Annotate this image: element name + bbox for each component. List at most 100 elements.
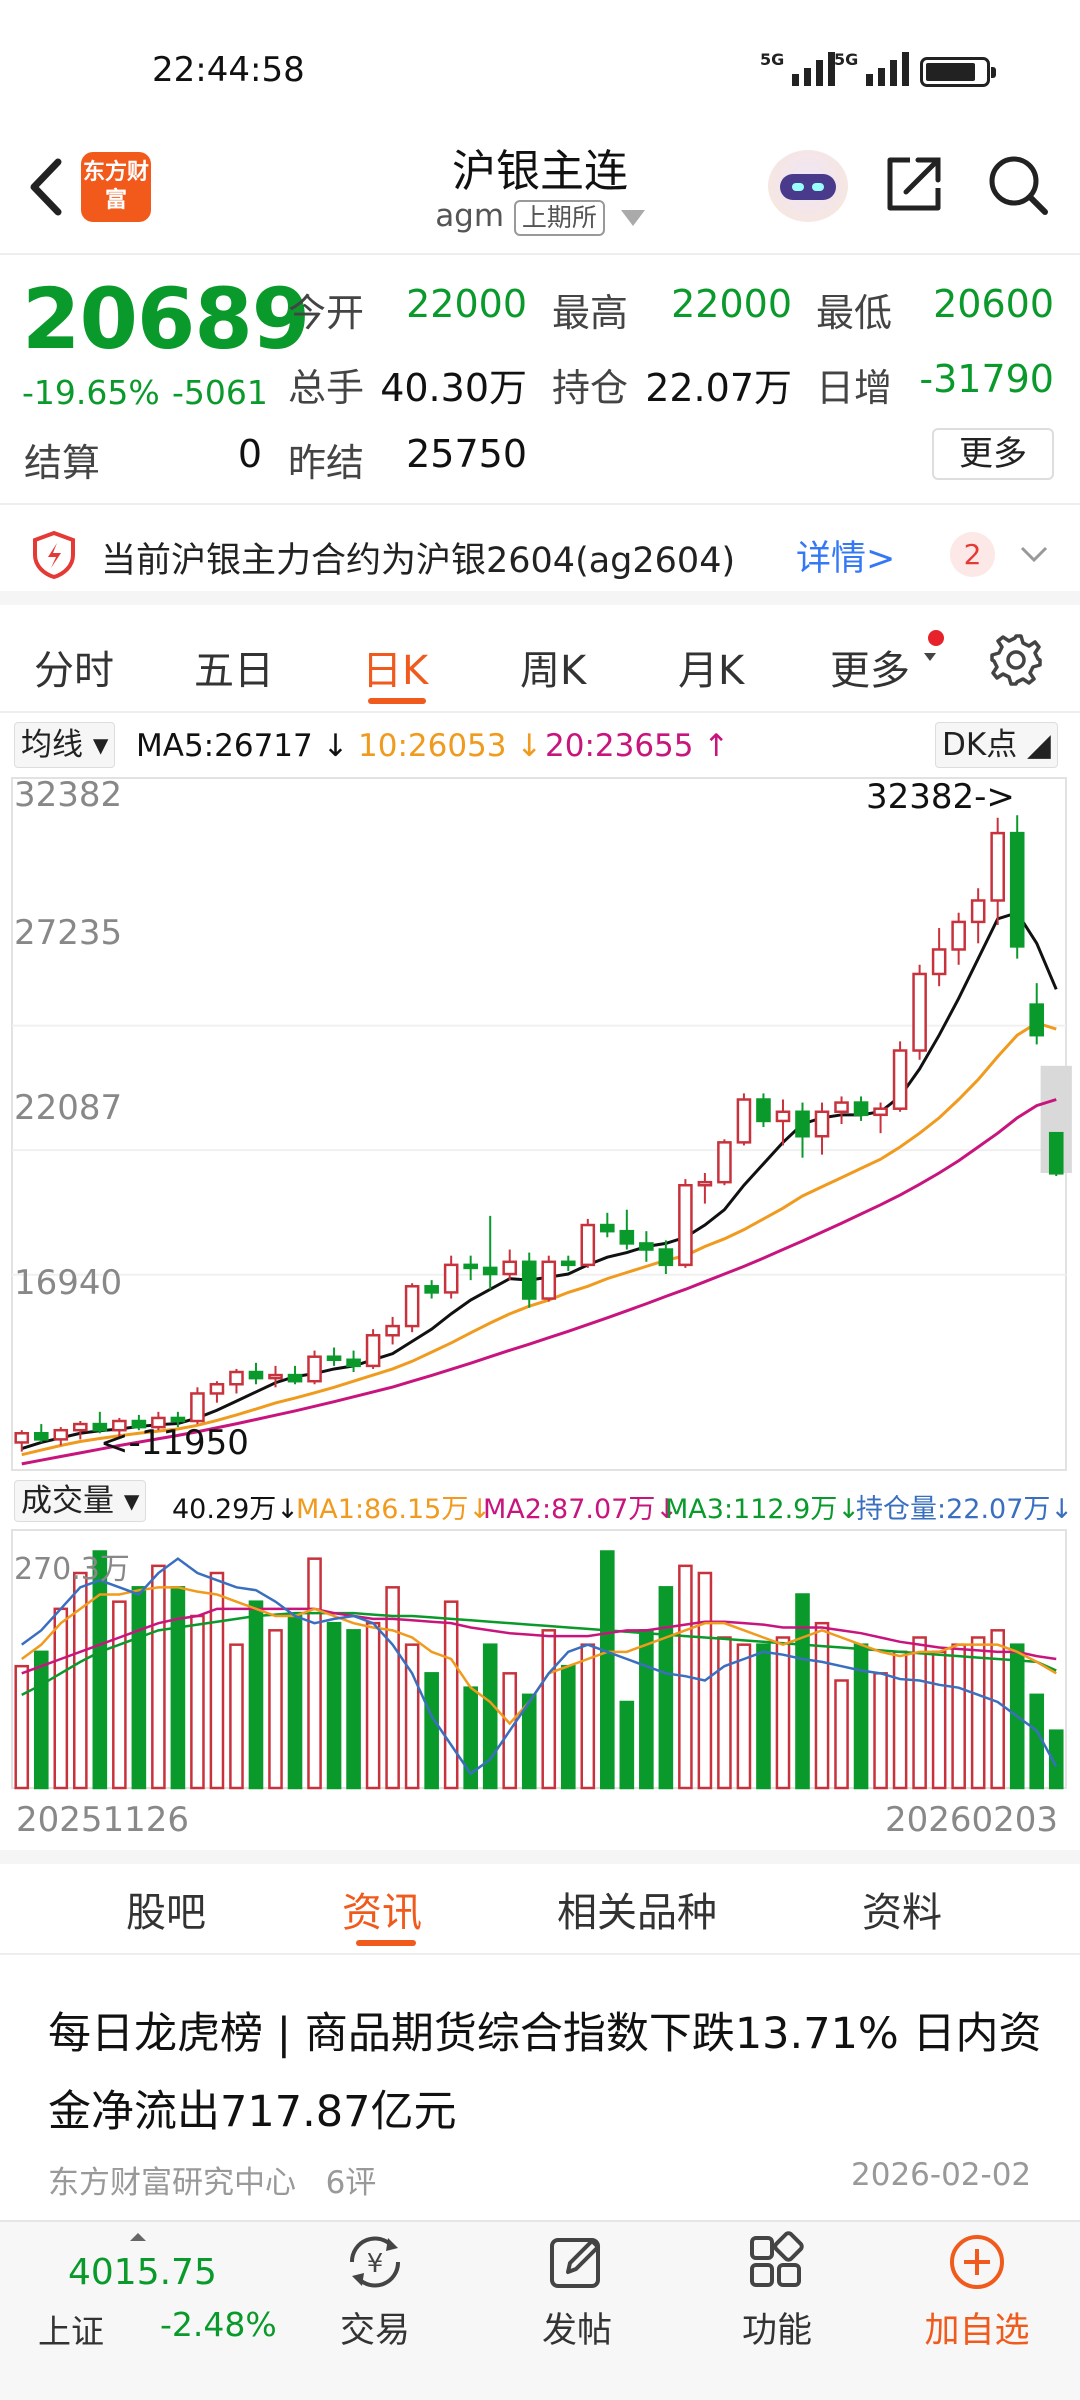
tab-forum[interactable]: 股吧 bbox=[126, 1890, 206, 1936]
post-edit-icon bbox=[550, 2238, 600, 2288]
volume-bar bbox=[131, 1586, 147, 1790]
volume-bar bbox=[873, 1672, 888, 1790]
nav-bar bbox=[0, 140, 1080, 255]
candle-body bbox=[912, 972, 927, 1052]
open-interest-line bbox=[21, 1557, 1058, 1776]
volume-value: 40.30万 bbox=[380, 366, 527, 410]
volume-bar bbox=[814, 1621, 830, 1790]
candle-body bbox=[834, 1101, 849, 1114]
notice-bar bbox=[0, 503, 1080, 605]
tab-five-day[interactable]: 五日 bbox=[194, 648, 274, 694]
tab-daily-k[interactable]: 日K bbox=[362, 648, 429, 694]
dk-point-button[interactable]: DK点 ◢ bbox=[935, 722, 1058, 768]
active-tab-indicator bbox=[368, 698, 426, 704]
candle-body bbox=[463, 1263, 478, 1270]
tab-monthly-k[interactable]: 月K bbox=[678, 648, 745, 694]
candle-body bbox=[1009, 831, 1025, 948]
end-date-label: 20260203 bbox=[885, 1800, 1059, 1840]
candle-body bbox=[658, 1248, 674, 1267]
open-label: 今开 bbox=[288, 291, 365, 335]
indicator-selector[interactable]: 均线 ▾ bbox=[14, 722, 116, 768]
candle-body bbox=[853, 1101, 869, 1117]
volume-indicator-selector[interactable]: 成交量 ▾ bbox=[14, 1480, 147, 1522]
active-tab-indicator bbox=[356, 1940, 416, 1946]
app-logo: 东方财富 bbox=[81, 152, 151, 222]
volume-bar bbox=[912, 1636, 927, 1790]
candle-body bbox=[775, 1110, 791, 1123]
notice-count-badge: 2 bbox=[950, 532, 995, 577]
candle-body bbox=[112, 1419, 127, 1432]
candle-body bbox=[560, 1260, 576, 1267]
candle-body bbox=[970, 899, 986, 924]
network-type-label: 5G bbox=[760, 50, 785, 69]
volume-bar bbox=[717, 1636, 732, 1790]
volume-bar bbox=[443, 1600, 459, 1790]
volume-bar bbox=[658, 1586, 674, 1790]
search-icon[interactable] bbox=[985, 152, 1051, 218]
tab-news[interactable]: 资讯 bbox=[342, 1890, 422, 1936]
settings-gear-icon[interactable] bbox=[988, 632, 1044, 688]
battery-icon bbox=[920, 57, 996, 87]
candle-body bbox=[404, 1285, 420, 1328]
volume-panel-frame bbox=[11, 1529, 1067, 1789]
new-indicator-dot bbox=[928, 630, 944, 646]
back-arrow-icon[interactable] bbox=[22, 152, 72, 222]
candle-body bbox=[287, 1373, 303, 1383]
candle-body bbox=[717, 1141, 732, 1184]
add-watchlist-button[interactable]: 加自选 bbox=[912, 2230, 1042, 2353]
oi-value: 22.07万 bbox=[645, 366, 792, 410]
ai-assistant-icon[interactable] bbox=[768, 150, 848, 222]
ma-lines bbox=[21, 910, 1058, 1466]
share-icon[interactable] bbox=[882, 150, 948, 216]
start-date-label: 20251126 bbox=[16, 1800, 190, 1840]
expand-up-icon[interactable] bbox=[128, 2230, 148, 2242]
candle-body bbox=[346, 1358, 361, 1368]
news-comments: 6评 bbox=[325, 2165, 377, 2201]
news-headline[interactable]: 每日龙虎榜 | 商品期货综合指数下跌13.71% 日内资金净流出717.87亿元 bbox=[48, 2009, 1042, 2137]
chevron-down-icon[interactable] bbox=[1018, 542, 1050, 566]
signal-icon: 5G bbox=[760, 50, 835, 86]
candle-body bbox=[814, 1110, 830, 1138]
more-quote-button[interactable]: 更多 bbox=[932, 428, 1054, 480]
index-value[interactable]: 4015.75 bbox=[68, 2252, 217, 2293]
contract-subtitle[interactable]: agm 上期所 bbox=[340, 198, 740, 236]
volume-bar bbox=[736, 1643, 752, 1790]
volume-bar bbox=[14, 1664, 30, 1790]
volume-bar bbox=[619, 1700, 635, 1790]
volume-bar bbox=[541, 1629, 557, 1790]
ma10-label: 10:26053 ↓ bbox=[358, 728, 543, 764]
volume-bar bbox=[53, 1607, 69, 1790]
open-value: 22000 bbox=[406, 282, 527, 326]
vol-ma3-line bbox=[21, 1611, 1057, 1696]
trade-label: 交易 bbox=[339, 2311, 410, 2351]
candle-body bbox=[209, 1383, 225, 1395]
trade-button[interactable]: ¥ 交易 bbox=[310, 2230, 440, 2353]
tab-weekly-k[interactable]: 周K bbox=[520, 648, 587, 694]
volume-bar bbox=[970, 1636, 986, 1790]
tab-more[interactable]: 更多 bbox=[830, 648, 910, 694]
volume-bar bbox=[424, 1672, 439, 1790]
functions-label: 功能 bbox=[741, 2311, 812, 2351]
candle-body bbox=[92, 1422, 108, 1432]
volume-tick-label: 270.3万 bbox=[14, 1552, 130, 1587]
volume-bar bbox=[639, 1629, 654, 1790]
high-label: 最高 bbox=[552, 291, 629, 335]
notice-detail-link[interactable]: 详情> bbox=[796, 539, 896, 579]
ma5-line bbox=[21, 910, 1058, 1450]
candle-body bbox=[385, 1324, 400, 1337]
volume-bar bbox=[600, 1550, 615, 1790]
contract-code: agm bbox=[435, 198, 505, 234]
volume-label: 40.29万↓ bbox=[172, 1494, 299, 1525]
tab-profile[interactable]: 资料 bbox=[862, 1890, 942, 1936]
low-value: 20600 bbox=[933, 282, 1054, 326]
volume-bar bbox=[775, 1636, 791, 1790]
kline-chart[interactable] bbox=[0, 770, 1080, 1845]
settle-value: 0 bbox=[237, 432, 262, 476]
tab-intraday[interactable]: 分时 bbox=[34, 648, 114, 694]
volume-bar bbox=[482, 1643, 498, 1790]
functions-button[interactable]: 功能 bbox=[712, 2230, 842, 2353]
tab-related[interactable]: 相关品种 bbox=[557, 1890, 717, 1936]
page-title: 沪银主连 bbox=[452, 146, 628, 197]
candle-body bbox=[678, 1183, 693, 1267]
post-button[interactable]: 发帖 bbox=[512, 2230, 642, 2353]
